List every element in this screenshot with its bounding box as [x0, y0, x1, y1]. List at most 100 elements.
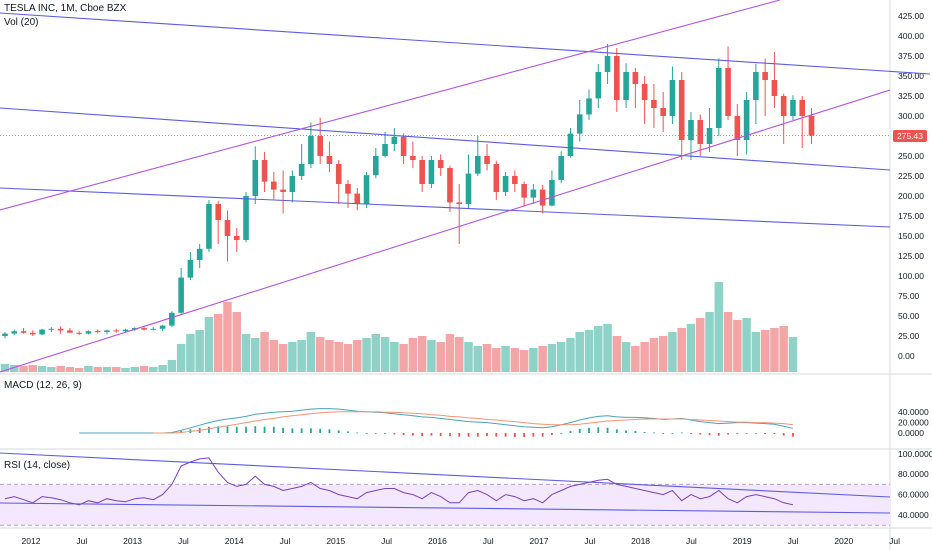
- macd-histogram-bar: [606, 427, 609, 433]
- macd-histogram-bar: [430, 433, 433, 436]
- trend-line-2: [0, 187, 891, 228]
- macd-histogram-bar: [254, 426, 257, 433]
- time-axis-label: Jul: [483, 536, 494, 546]
- macd-histogram-bar: [402, 433, 405, 436]
- candle-body: [187, 260, 194, 278]
- volume-bar: [399, 344, 408, 372]
- volume-bar: [93, 367, 102, 372]
- volume-bar: [186, 334, 195, 372]
- volume-bar: [677, 328, 686, 372]
- volume-title[interactable]: Vol (20): [4, 17, 39, 28]
- macd-histogram-bar: [374, 433, 377, 434]
- candle-body: [326, 156, 333, 164]
- macd-histogram-bar: [690, 433, 692, 434]
- rsi-title[interactable]: RSI (14, close): [4, 460, 71, 471]
- volume-bar: [130, 367, 140, 372]
- candle-body: [743, 100, 750, 140]
- candle-body: [623, 72, 629, 100]
- volume-bar: [584, 330, 594, 372]
- macd-histogram-bar: [337, 430, 340, 433]
- volume-bar: [760, 330, 770, 372]
- candle-body: [604, 56, 611, 72]
- candle-body: [586, 98, 592, 115]
- candle-body: [753, 72, 759, 100]
- macd-histogram-bar: [458, 433, 461, 437]
- macd-histogram-bar: [449, 433, 451, 437]
- time-axis-label: 2013: [123, 536, 142, 546]
- price-tick-label: 25.00: [898, 331, 920, 341]
- candle-body: [762, 72, 768, 80]
- candle-body: [688, 120, 694, 140]
- candle-body: [521, 184, 527, 198]
- candle-body: [11, 331, 18, 334]
- candle-body: [697, 120, 704, 144]
- volume-bar: [390, 342, 399, 372]
- candle-body: [363, 175, 370, 204]
- candle-body: [539, 189, 546, 206]
- volume-bar: [594, 326, 603, 372]
- volume-bar: [102, 367, 112, 372]
- trend-line-4: [0, 89, 891, 373]
- volume-bar: [417, 336, 427, 372]
- volume-bar: [251, 338, 260, 372]
- candle-body: [614, 56, 620, 100]
- candle-body: [437, 160, 444, 168]
- symbol-title[interactable]: TESLA INC, 1M, Cboe BZX: [4, 3, 127, 14]
- price-tick-label: 350.00: [898, 71, 924, 81]
- candle-body: [30, 332, 36, 335]
- macd-histogram-bar: [272, 426, 275, 433]
- candle-body: [808, 116, 815, 136]
- volume-bar: [195, 330, 204, 372]
- volume-bar: [445, 334, 455, 372]
- candle-body: [474, 156, 481, 174]
- candle-body: [76, 332, 82, 334]
- macd-histogram-bar: [310, 428, 312, 433]
- volume-bar: [454, 337, 464, 372]
- rsi-trend-line-upper: [0, 452, 891, 498]
- price-tick-label: 225.00: [898, 171, 924, 181]
- candle-body: [335, 164, 342, 184]
- volume-bar: [204, 317, 214, 372]
- volume-bar: [621, 342, 631, 372]
- macd-histogram-bar: [263, 426, 266, 433]
- volume-bar: [334, 342, 343, 372]
- volume-bar: [751, 332, 761, 372]
- price-tick-label: 425.00: [898, 11, 924, 21]
- time-axis-label: Jul: [178, 536, 189, 546]
- volume-bar: [770, 328, 779, 372]
- candle-body: [567, 133, 574, 156]
- candle-body: [799, 100, 806, 116]
- rsi-tick-label: 40.0000: [898, 510, 929, 520]
- price-tick-label: 150.00: [898, 231, 924, 241]
- macd-histogram-bar: [523, 433, 526, 438]
- volume-bar: [158, 365, 167, 372]
- macd-histogram-bar: [625, 430, 627, 433]
- candle-body: [678, 80, 685, 140]
- candle-body: [706, 128, 713, 144]
- macd-histogram-bar: [532, 433, 535, 437]
- candle-body: [196, 248, 203, 260]
- price-tick-label: 250.00: [898, 151, 924, 161]
- time-axis-label: 2015: [326, 536, 345, 546]
- candle-body: [122, 329, 129, 332]
- macd-histogram-bar: [754, 433, 757, 434]
- candle-body: [48, 328, 55, 330]
- volume-bar: [668, 332, 677, 372]
- time-axis-label: Jul: [686, 536, 697, 546]
- candle-body: [669, 80, 676, 116]
- price-tick-label: 125.00: [898, 251, 924, 261]
- volume-bar: [640, 342, 649, 372]
- candle-body: [780, 96, 787, 116]
- macd-title[interactable]: MACD (12, 26, 9): [4, 380, 82, 391]
- price-tick-label: 75.00: [898, 291, 920, 301]
- volume-bar: [482, 344, 492, 372]
- price-tick-label: 0.00: [898, 351, 915, 361]
- volume-bar: [492, 348, 501, 372]
- candle-body: [215, 204, 222, 220]
- candle-body: [2, 333, 8, 336]
- volume-bar: [519, 350, 529, 372]
- rsi-tick-label: 100.0000: [898, 449, 932, 459]
- price-tick-label: 175.00: [898, 211, 924, 221]
